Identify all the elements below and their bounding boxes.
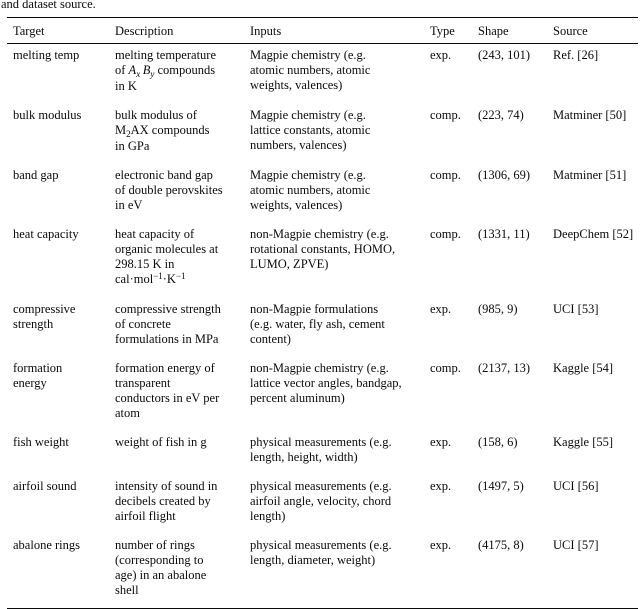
cell-inputs: physical measurements (e.g. length, diame… — [250, 538, 392, 567]
table-row: formation energy formation energy of trans… — [7, 357, 638, 431]
column-header-inputs: Inputs — [250, 17, 430, 44]
cell-inputs: non-Magpie chemistry (e.g. lattice vector… — [250, 361, 402, 405]
styled-token: AX compounds — [130, 123, 210, 137]
cell-shape: (243, 101) — [478, 48, 531, 62]
cell-target: formation energy — [13, 361, 63, 390]
cell-description: formation energy of transparent conductors… — [115, 361, 220, 420]
cell-shape: (1306, 69) — [478, 168, 531, 182]
table-row: abalone rings number of rings (correspond… — [7, 534, 638, 609]
cell-source: DeepChem [52] — [553, 227, 634, 241]
table-row: compressive strength compressive strength… — [7, 298, 638, 357]
cell-target: heat capacity — [13, 227, 79, 241]
styled-token: M — [115, 123, 127, 137]
cell-source: Matminer [50] — [553, 108, 627, 122]
cell-source: UCI [56] — [553, 479, 599, 493]
table-row: band gap electronic band gap of double pe… — [7, 164, 638, 223]
cell-source: Kaggle [54] — [553, 361, 614, 375]
cell-description: compressive strength of concrete formulati… — [115, 302, 221, 346]
table-header: Target Description Inputs Type Shape Sou… — [7, 17, 638, 44]
cell-target: airfoil sound — [13, 479, 77, 493]
column-header-type: Type — [430, 17, 478, 44]
cell-shape: (158, 6) — [478, 435, 518, 449]
table-row: airfoil sound intensity of sound in decib… — [7, 475, 638, 534]
cell-source: Ref. [26] — [553, 48, 599, 62]
header-row: Target Description Inputs Type Shape Sou… — [7, 17, 638, 44]
cell-target: fish weight — [13, 435, 69, 449]
styled-token: −1 — [153, 270, 163, 281]
cell-inputs: Magpie chemistry (e.g. lattice constants,… — [250, 108, 371, 152]
styled-token: 2 — [126, 129, 131, 139]
cell-type: exp. — [430, 48, 452, 62]
styled-token: of — [115, 63, 129, 77]
column-header-target: Target — [7, 17, 115, 44]
cell-description: melting temperature of Ax By compounds in … — [115, 48, 217, 93]
cell-type: exp. — [430, 479, 452, 493]
cell-target: melting temp — [13, 48, 80, 62]
cell-inputs: non-Magpie chemistry (e.g. rotational con… — [250, 227, 396, 271]
styled-token: cal·mol — [115, 272, 154, 286]
styled-token: x — [136, 69, 141, 79]
table-caption-fragment: and dataset source. — [1, 0, 96, 11]
cell-description: electronic band gap of double perovskites… — [115, 168, 223, 212]
cell-type: exp. — [430, 435, 452, 449]
cell-shape: (1497, 5) — [478, 479, 524, 493]
cell-target: band gap — [13, 168, 59, 182]
cell-shape: (4175, 8) — [478, 538, 524, 552]
cell-source: Matminer [51] — [553, 168, 627, 182]
cell-inputs: physical measurements (e.g. length, heigh… — [250, 435, 392, 464]
cell-description: intensity of sound in decibels created by… — [115, 479, 218, 523]
cell-target: abalone rings — [13, 538, 80, 552]
cell-source: UCI [57] — [553, 538, 599, 552]
styled-token: y — [150, 69, 155, 79]
cell-shape: (1331, 11) — [478, 227, 530, 241]
datasets-table: Target Description Inputs Type Shape Sou… — [7, 17, 638, 609]
column-header-description: Description — [115, 17, 250, 44]
cell-type: comp. — [430, 227, 461, 241]
cell-inputs: Magpie chemistry (e.g. atomic numbers, at… — [250, 48, 371, 92]
cell-inputs: physical measurements (e.g. airfoil angle… — [250, 479, 392, 523]
column-header-source: Source — [553, 17, 638, 44]
table-row: heat capacity heat capacity of organic mo… — [7, 223, 638, 298]
cell-description: heat capacity of organic molecules at 298.… — [115, 227, 219, 286]
cell-target: bulk modulus — [13, 108, 82, 122]
cell-type: comp. — [430, 361, 461, 375]
cell-inputs: non-Magpie formulations (e.g. water, fly … — [250, 302, 385, 346]
styled-token: −1 — [175, 270, 186, 281]
cell-description: number of rings (corresponding to age) in … — [115, 538, 207, 597]
styled-token: B — [142, 63, 151, 77]
cell-type: comp. — [430, 168, 461, 182]
styled-token: A — [128, 63, 137, 77]
table-body: melting temp melting temperature of Ax By… — [7, 44, 638, 609]
styled-token: compounds — [154, 63, 216, 77]
cell-shape: (2137, 13) — [478, 361, 531, 375]
cell-inputs: Magpie chemistry (e.g. atomic numbers, at… — [250, 168, 371, 212]
cell-source: Kaggle [55] — [553, 435, 614, 449]
cell-shape: (985, 9) — [478, 302, 518, 316]
cell-source: UCI [53] — [553, 302, 599, 316]
cell-shape: (223, 74) — [478, 108, 524, 122]
cell-type: exp. — [430, 538, 452, 552]
styled-token: ·K — [162, 272, 176, 286]
cell-type: exp. — [430, 302, 452, 316]
column-header-shape: Shape — [478, 17, 553, 44]
table-row: bulk modulus bulk modulus of M2AX compoun… — [7, 104, 638, 164]
cell-description: bulk modulus of M2AX compounds in GPa — [115, 108, 210, 153]
table-row: fish weight weight of fish in g physical… — [7, 431, 638, 475]
table-row: melting temp melting temperature of Ax By… — [7, 44, 638, 105]
cell-target: compressive strength — [13, 302, 76, 331]
cell-type: comp. — [430, 108, 461, 122]
cell-description: weight of fish in g — [115, 435, 207, 449]
